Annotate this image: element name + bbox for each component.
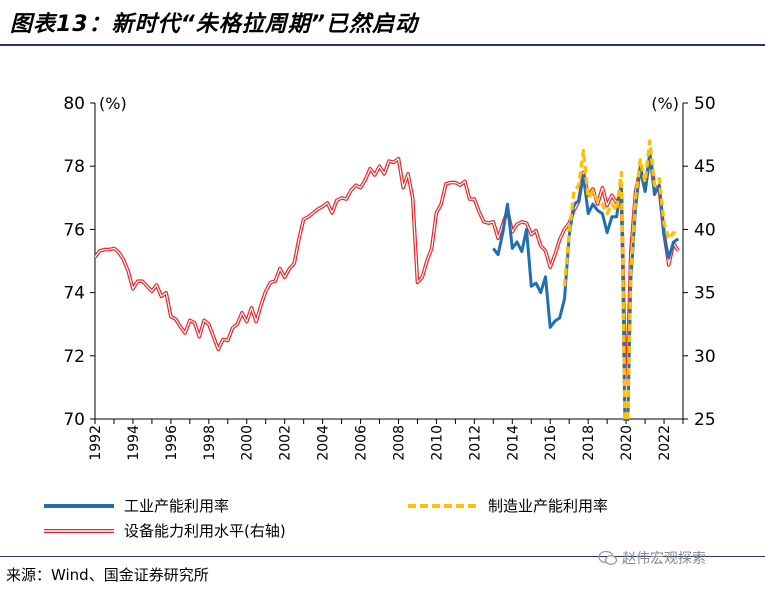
right-y-tick-label: 30 [694,347,716,367]
legend-swatch-equipment [44,528,114,533]
x-tick-label: 2010 [429,425,445,461]
right-y-tick-label: 35 [694,284,716,304]
legend-item-industrial: 工业产能利用率 [42,495,229,516]
chart-series [95,139,680,421]
x-tick-label: 1996 [164,425,180,461]
legend-label-industrial: 工业产能利用率 [124,497,230,515]
x-tick-label: 2000 [240,425,256,461]
left-y-tick-label: 74 [63,284,85,304]
legend-label-equipment: 设备能力利用水平(右轴) [124,522,286,540]
x-tick-label: 2008 [391,425,407,461]
x-tick-label: 2018 [581,425,597,461]
left-y-tick-label: 70 [63,410,85,430]
source-divider [0,556,765,557]
x-tick-label: 2016 [543,425,559,461]
right-y-unit-label: (%) [651,94,679,113]
source-note: 来源：Wind、国金证券研究所 [6,566,209,584]
chart-axes [90,102,688,424]
left-y-tick-label: 76 [63,220,85,240]
right-y-tick-label: 40 [694,220,716,240]
left-y-tick-label: 72 [63,347,85,367]
right-y-tick-label: 50 [694,94,716,114]
x-tick-label: 2002 [278,425,294,461]
series-manufacturing-line [562,139,680,421]
x-tick-label: 1994 [126,425,142,461]
left-y-tick-label: 80 [63,94,85,114]
chart-labels: 70 72 74 76 78 80 25 30 35 40 45 50 (%) (%) 1992 1994 19… [63,94,715,461]
x-tick-label: 2006 [354,425,370,461]
legend-item-equipment: 设备能力利用水平(右轴) [42,520,286,541]
wechat-icon [598,550,618,565]
legend-label-manufacturing: 制造业产能利用率 [488,497,609,515]
left-y-tick-label: 78 [63,157,85,177]
legend-swatch-manufacturing [408,503,478,508]
right-y-tick-label: 45 [694,157,716,177]
title-divider [0,44,765,46]
x-tick-label: 2004 [316,425,332,461]
x-tick-label: 1992 [88,425,104,461]
x-tick-label: 2020 [619,425,635,461]
legend-item-manufacturing: 制造业产能利用率 [406,495,608,516]
left-y-unit-label: (%) [99,94,127,113]
watermark: 赵伟宏观探索 [598,548,706,568]
x-tick-label: 2012 [467,425,483,461]
capacity-utilization-chart: 70 72 74 76 78 80 25 30 35 40 45 50 (%) (%) 1992 1994 19… [63,94,715,461]
right-y-tick-label: 25 [694,410,716,430]
legend-swatch-industrial [44,503,114,508]
x-tick-label: 2014 [505,425,521,461]
figure-title: 图表13：新时代“朱格拉周期”已然启动 [10,12,418,37]
watermark-text: 赵伟宏观探索 [622,551,706,567]
x-tick-label: 2022 [657,425,673,461]
x-tick-label: 1998 [202,425,218,461]
